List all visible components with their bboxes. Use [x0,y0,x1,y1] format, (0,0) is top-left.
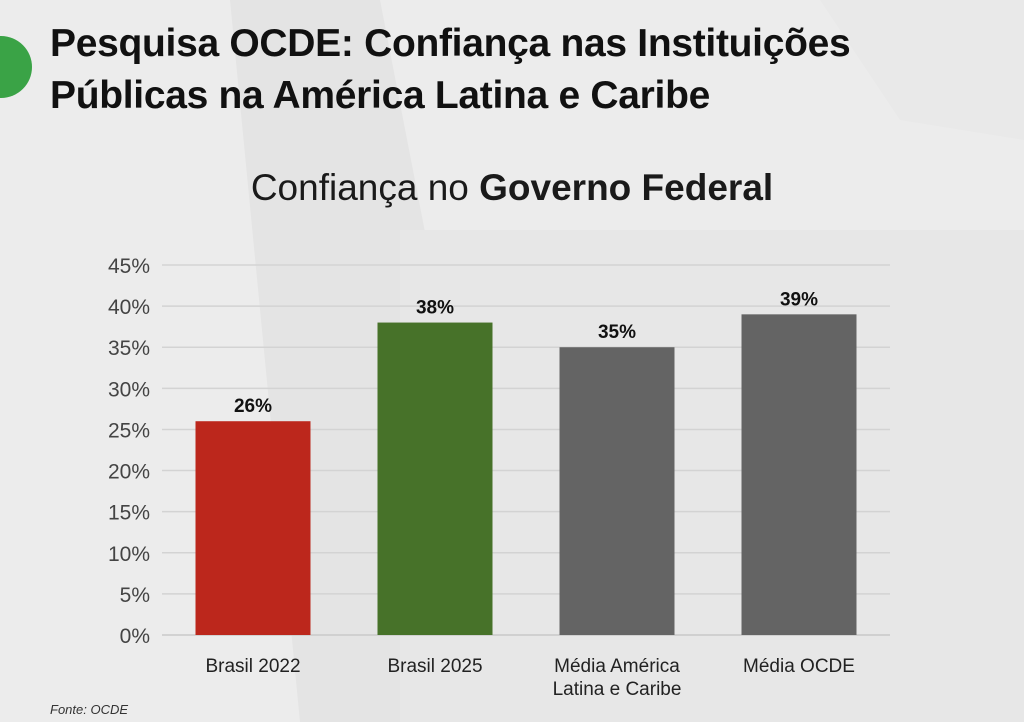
bar [559,347,675,635]
chart-title-regular: Confiança no [250,167,480,208]
y-tick-label: 30% [108,378,150,401]
data-label: 38% [416,298,454,319]
accent-circle [0,36,32,98]
y-tick-label: 0% [120,625,150,648]
chart-title-bold: Governo Federal [479,167,774,208]
y-tick-label: 25% [108,419,150,442]
source-note: Fonte: OCDE [50,702,129,717]
bar [377,322,493,635]
data-label: 39% [780,289,818,310]
y-tick-label: 15% [108,502,150,525]
bar [741,314,857,635]
x-tick-label: Média OCDE [743,656,855,677]
bar [195,421,311,635]
x-tick-label: Latina e Caribe [553,679,682,700]
x-tick-label: Brasil 2022 [205,656,300,677]
y-tick-label: 40% [108,296,150,319]
y-tick-label: 5% [120,584,150,607]
x-tick-label: Média América [554,656,680,677]
page-title: Pesquisa OCDE: Confiança nas Instituiçõe… [50,22,851,117]
data-label: 35% [598,322,636,343]
y-tick-label: 45% [108,255,150,278]
chart-title: Confiança no Governo Federal [0,162,1024,214]
y-tick-label: 10% [108,543,150,566]
y-tick-label: 20% [108,461,150,484]
x-tick-label: Brasil 2025 [387,656,482,677]
bar-chart: 0% 5% 10% 15% 20% 25% 30% 35% 40% 45% 26% Brasil 20… [108,255,890,700]
data-label: 26% [234,396,272,417]
y-tick-label: 35% [108,337,150,360]
